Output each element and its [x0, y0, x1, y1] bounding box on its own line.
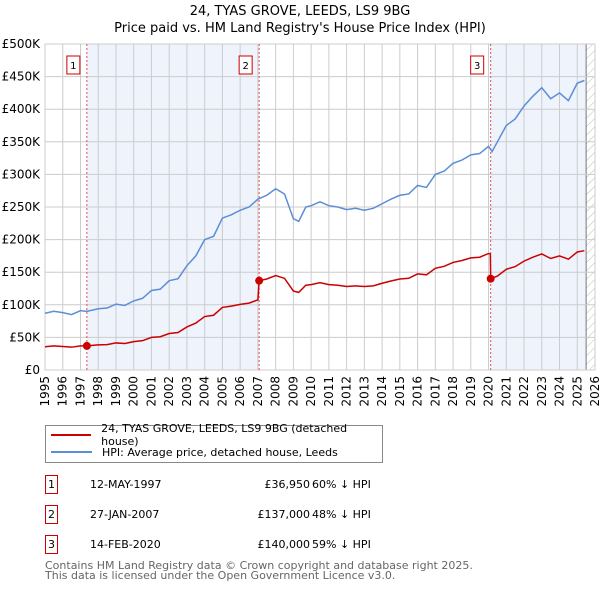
x-tick-label: 2012	[340, 376, 354, 407]
sale-date: 12-MAY-1997	[90, 478, 162, 491]
x-tick-label: 2002	[162, 376, 176, 407]
y-tick-label: £300K	[2, 167, 42, 181]
sale-label-number: 2	[242, 61, 248, 72]
sale-label-number: 1	[70, 61, 76, 72]
x-tick-label: 1999	[109, 376, 123, 407]
legend-label: HPI: Average price, detached house, Leed…	[102, 445, 338, 459]
table-row: 1 12-MAY-1997 £36,950 60% ↓ HPI	[45, 475, 425, 495]
y-tick-label: £100K	[2, 298, 42, 312]
x-tick-label: 1995	[38, 376, 52, 407]
y-tick-label: £200K	[2, 233, 42, 247]
sale-label-box	[470, 55, 485, 75]
x-tick-label: 2011	[322, 376, 336, 407]
hpi-difference: 60% ↓ HPI	[312, 478, 371, 491]
sale-date: 27-JAN-2007	[90, 508, 160, 521]
y-tick-label: £150K	[2, 265, 42, 279]
x-tick-label: 2023	[535, 376, 549, 407]
hpi-line	[44, 79, 585, 316]
x-tick-label: 2014	[375, 376, 389, 407]
legend-swatch-red	[51, 434, 92, 436]
x-tick-label: 2007	[251, 376, 265, 407]
x-tick-label: 2017	[428, 376, 442, 407]
y-tick-label: £450K	[2, 70, 42, 84]
y-tick-label: £50K	[9, 330, 41, 344]
footer: Contains HM Land Registry data © Crown c…	[45, 559, 473, 582]
footer-line-1: Contains HM Land Registry data © Crown c…	[45, 559, 473, 572]
sale-point	[82, 341, 91, 350]
table-row: 2 27-JAN-2007 £137,000 48% ↓ HPI	[45, 505, 425, 525]
sale-label-box	[238, 55, 253, 75]
x-tick-label: 2025	[570, 376, 584, 407]
sale-price: £137,000	[257, 508, 311, 521]
x-tick-label: 2010	[304, 376, 318, 407]
footer-line-2: This data is licensed under the Open Gov…	[45, 569, 396, 582]
x-tick-label: 2001	[144, 376, 158, 407]
y-tick-label: £400K	[2, 102, 42, 116]
x-tick-label: 2005	[215, 376, 229, 407]
x-tick-label: 2008	[269, 376, 283, 407]
x-tick-label: 2016	[411, 376, 425, 407]
x-tick-label: 2013	[357, 376, 371, 407]
legend-swatch-blue	[51, 451, 92, 453]
x-tick-label: 2024	[553, 376, 567, 407]
x-tick-label: 1997	[73, 376, 87, 407]
table-row: 3 14-FEB-2020 £140,000 59% ↓ HPI	[45, 535, 425, 555]
x-tick-label: 2000	[127, 376, 141, 407]
x-tick-label: 2018	[446, 376, 460, 407]
x-tick-label: 2004	[198, 376, 212, 407]
sale-price: £36,950	[264, 478, 311, 491]
chart-subtitle: Price paid vs. HM Land Registry's House …	[114, 21, 486, 36]
sale-price: £140,000	[257, 538, 311, 551]
legend: 24, TYAS GROVE, LEEDS, LS9 9BG (detached…	[45, 422, 383, 463]
hpi-difference: 59% ↓ HPI	[312, 538, 371, 551]
sale-point	[486, 274, 495, 283]
x-tick-label: 2015	[393, 376, 407, 407]
legend-item-hpi: HPI: Average price, detached house, Leed…	[51, 444, 338, 460]
x-tick-label: 2009	[286, 376, 300, 407]
row-number: 1	[45, 475, 58, 494]
legend-label: 24, TYAS GROVE, LEEDS, LS9 9BG (detached…	[101, 422, 348, 448]
x-tick-label: 1998	[91, 376, 105, 407]
sale-point	[255, 276, 264, 285]
x-tick-label: 2022	[517, 376, 531, 407]
y-tick-label: £350K	[2, 135, 42, 149]
hpi-difference: 48% ↓ HPI	[312, 508, 371, 521]
plot-border	[44, 43, 596, 371]
x-tick-label: 1996	[56, 376, 70, 407]
y-tick-label: £250K	[2, 200, 42, 214]
row-number: 2	[45, 505, 58, 524]
x-tick-label: 2026	[588, 376, 600, 407]
sale-date: 14-FEB-2020	[90, 538, 161, 551]
row-number: 3	[45, 535, 58, 554]
x-tick-label: 2003	[180, 376, 194, 407]
legend-item-price-paid: 24, TYAS GROVE, LEEDS, LS9 9BG (detached…	[51, 422, 382, 448]
x-tick-label: 2021	[499, 376, 513, 407]
y-tick-label: £500K	[2, 37, 42, 51]
sale-label-box	[66, 55, 81, 75]
x-tick-label: 2019	[464, 376, 478, 407]
chart-title: 24, TYAS GROVE, LEEDS, LS9 9BG	[189, 4, 411, 19]
y-tick-label: £0	[25, 363, 40, 377]
x-tick-label: 2020	[482, 376, 496, 407]
x-tick-label: 2006	[233, 376, 247, 407]
sale-label-number: 3	[474, 61, 480, 72]
